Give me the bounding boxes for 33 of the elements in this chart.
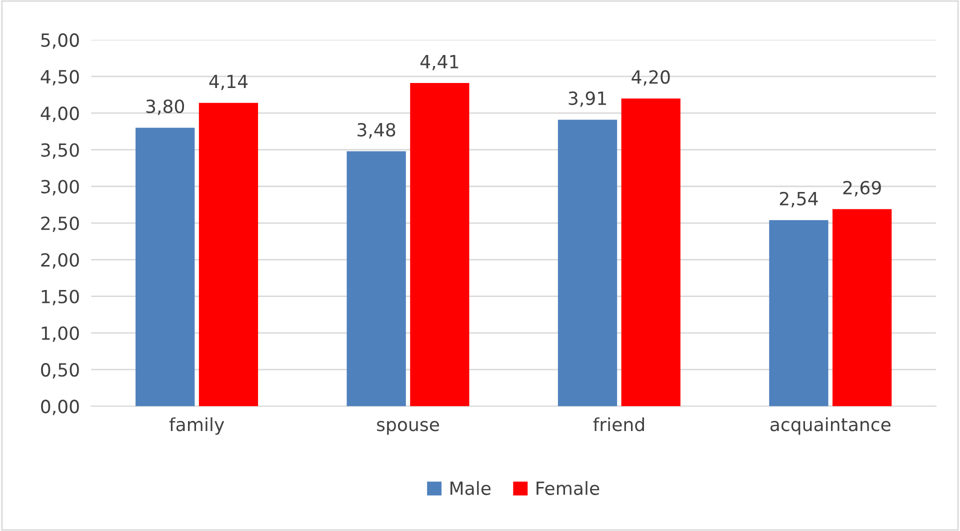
bar bbox=[346, 151, 406, 406]
x-tick-label: family bbox=[169, 417, 224, 435]
x-tick-label: acquaintance bbox=[770, 417, 890, 435]
data-label: 4,14 bbox=[209, 74, 248, 90]
y-tick-label: 3,00 bbox=[41, 180, 79, 196]
data-label: 2,69 bbox=[843, 180, 881, 196]
legend-label: Female bbox=[536, 481, 600, 496]
data-label: 3,80 bbox=[146, 99, 184, 115]
y-tick-label: 3,50 bbox=[41, 143, 79, 159]
y-tick-label: 2,00 bbox=[41, 253, 79, 269]
data-label: 4,20 bbox=[632, 70, 670, 86]
data-label: 3,91 bbox=[568, 91, 606, 107]
data-label: 3,48 bbox=[358, 122, 396, 138]
data-label: 4,41 bbox=[420, 55, 458, 70]
y-tick-label: 5,00 bbox=[41, 33, 79, 49]
legend-label: Male bbox=[450, 481, 491, 496]
data-label: 2,54 bbox=[780, 192, 818, 208]
bar bbox=[136, 128, 195, 406]
bar bbox=[558, 120, 618, 406]
y-tick-label: 0,50 bbox=[41, 363, 79, 379]
y-tick-label: 0,00 bbox=[41, 400, 79, 416]
x-tick-label: spouse bbox=[377, 420, 439, 435]
bar bbox=[832, 209, 892, 406]
bar bbox=[769, 220, 828, 406]
bar bbox=[621, 98, 680, 406]
y-tick-label: 2,50 bbox=[41, 216, 79, 232]
y-tick-label: 4,50 bbox=[40, 70, 79, 86]
y-tick-label: 1,50 bbox=[42, 290, 79, 306]
y-tick-label: 4,00 bbox=[40, 106, 79, 122]
bar bbox=[410, 83, 470, 406]
y-tick-label: 1,00 bbox=[42, 326, 79, 342]
bar bbox=[198, 102, 258, 406]
x-tick-label: friend bbox=[593, 417, 644, 432]
